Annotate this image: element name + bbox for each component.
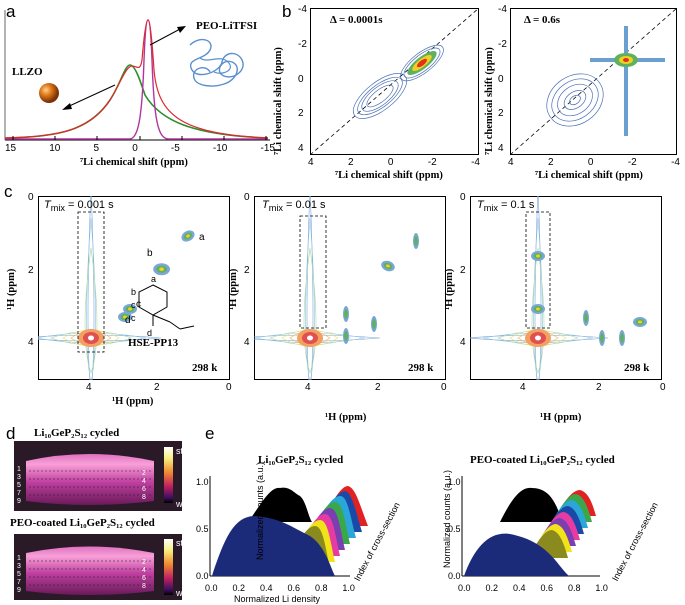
c1-ytick-2: 2: [28, 265, 34, 276]
compound-label: HSE-PP13: [128, 337, 179, 349]
c2-ytick-4: 4: [244, 337, 250, 348]
e-left-xticks: 0.0 0.2 0.4 0.6 0.8 1.0: [205, 583, 355, 593]
panel-d-bottom-title: PEO-coated Li₁₀GeP₂S₁₂ cycled: [10, 517, 155, 529]
panel-d-label: d: [6, 424, 16, 443]
panel-e-left-title: Li₁₀GeP₂S₁₂ cycled: [258, 454, 344, 466]
e-left-ylabel: Normalized counts (a.u.): [255, 461, 265, 560]
panel-b-left-xticks: 4 2 0 -2 -4: [308, 157, 480, 168]
panel-c-tmix-2: Tmix = 0.01 s: [262, 199, 326, 214]
c3-ylabel: ¹H (ppm): [444, 268, 455, 310]
panel-b-left-delta: Δ = 0.0001s: [330, 14, 383, 26]
c2-ytick-2: 2: [244, 265, 250, 276]
llzo-sphere-icon: [39, 83, 59, 103]
c1-ylabel: ¹H (ppm): [6, 268, 17, 310]
panel-b-left-ylabel: ⁷Li chemical shift (ppm): [273, 47, 284, 155]
panel-b-right-xticks: 4 2 0 -2 -4: [508, 157, 680, 168]
panel-b-right-delta: Δ = 0.6s: [524, 14, 561, 26]
panel-b-left-xlabel: ⁷Li chemical shift (ppm): [335, 170, 443, 181]
panel-d-top-weak: weak: [176, 499, 198, 509]
panel-b-right-plot: [510, 8, 678, 156]
panel-a-label: a: [6, 2, 16, 21]
e-right-ytick-2: 1.0: [448, 477, 461, 487]
panel-b-label: b: [282, 2, 292, 21]
c1-xtick-4: 4: [86, 382, 92, 393]
c3-ytick-4: 4: [460, 337, 466, 348]
mol-label-c2: c: [131, 313, 136, 323]
c2-ylabel: ¹H (ppm): [228, 268, 239, 310]
panel-c-label: c: [4, 182, 13, 201]
panel-c-tmix-1: Tmix = 0.001 s: [44, 199, 114, 214]
e-left-ytick-1: 0.5: [196, 524, 209, 534]
panel-c-plot-1: [38, 196, 230, 380]
e-right-ylabel: Normalized counts (a.u.): [442, 469, 452, 568]
panel-a-spectrum: [4, 10, 270, 141]
temp-2: 298 k: [408, 362, 434, 374]
panel-b-right-ylabel: ⁷Li chemical shift (ppm): [484, 47, 495, 155]
panel-b-right-xlabel: ⁷Li chemical shift (ppm): [535, 170, 643, 181]
panel-e-waterfalls: [209, 476, 600, 577]
c1-ytick-0: 0: [28, 192, 34, 203]
panel-c-plot-2: [254, 196, 446, 380]
c3-ytick-2: 2: [460, 265, 466, 276]
c1-xtick-2: 2: [154, 382, 160, 393]
panel-c-tmix-3: Tmix = 0.1 s: [477, 199, 535, 214]
panel-b-right-yticks: -4 -2 0 2 4: [498, 4, 507, 154]
mol-label-c1: c: [131, 300, 136, 310]
peak-label-d: d: [125, 315, 131, 326]
mol-label-a: a: [151, 274, 157, 284]
c3-xtick-2: 2: [596, 382, 602, 393]
peak-label-a: a: [199, 232, 205, 243]
e-left-ytick-0: 0.0: [196, 571, 209, 581]
peo-curve: [5, 19, 268, 140]
panel-d-images: [14, 441, 182, 600]
panel-a-xlabel: ⁷Li chemical shift (ppm): [80, 157, 188, 168]
mol-label-b: b: [131, 287, 137, 297]
mol-label-d: d: [147, 328, 153, 338]
c2-xtick-0: 0: [441, 382, 447, 393]
panel-d-bottom-strong: strong: [176, 538, 202, 548]
c2-xtick-2: 2: [375, 382, 381, 393]
c3-xtick-0: 0: [660, 382, 666, 393]
panel-e-label: e: [205, 424, 215, 443]
panel-d-bottom-weak: weak: [176, 588, 198, 598]
c2-ytick-0: 0: [244, 192, 250, 203]
polymer-icon: [189, 38, 244, 87]
panel-b-left-plot: [310, 8, 480, 156]
c3-xtick-4: 4: [520, 382, 526, 393]
llzo-label: LLZO: [12, 66, 43, 78]
panel-a-xticks: 15 10 5 0 -5 -10 -15: [5, 143, 275, 154]
panel-e-left-waterfall: [209, 476, 368, 577]
peak-label-c: c: [136, 299, 141, 310]
panel-d-top-strong: strong: [176, 446, 202, 456]
e-left-ytick-2: 1.0: [196, 477, 209, 487]
c2-xlabel: ¹H (ppm): [325, 412, 367, 423]
e-right-xticks: 0.0 0.2 0.4 0.6 0.8 1.0: [458, 583, 608, 593]
panel-e-right-title: PEO-coated Li₁₀GeP₂S₁₂ cycled: [470, 454, 615, 466]
temp-1: 298 k: [192, 362, 218, 374]
e-left-xlabel: Normalized Li density: [234, 594, 321, 604]
panel-e-right-waterfall: [461, 476, 600, 577]
temp-3: 298 k: [624, 362, 650, 374]
c2-xtick-4: 4: [305, 382, 311, 393]
c1-ytick-4: 4: [28, 337, 34, 348]
panel-b-left-yticks: -4 -2 0 2 4: [298, 4, 307, 154]
peak-label-b: b: [147, 248, 153, 259]
e-right-ytick-1: 0.5: [448, 524, 461, 534]
c1-xlabel: ¹H (ppm): [112, 396, 154, 407]
total-curve: [4, 19, 269, 139]
panel-d-top-title: Li₁₀GeP₂S₁₂ cycled: [34, 427, 120, 439]
peo-label: PEO-LiTFSI: [196, 20, 258, 32]
c3-ytick-0: 0: [460, 192, 466, 203]
c1-xtick-0: 0: [226, 382, 232, 393]
panel-c-plot-3: [470, 196, 662, 380]
c3-xlabel: ¹H (ppm): [540, 412, 582, 423]
e-right-ytick-0: 0.0: [448, 571, 461, 581]
